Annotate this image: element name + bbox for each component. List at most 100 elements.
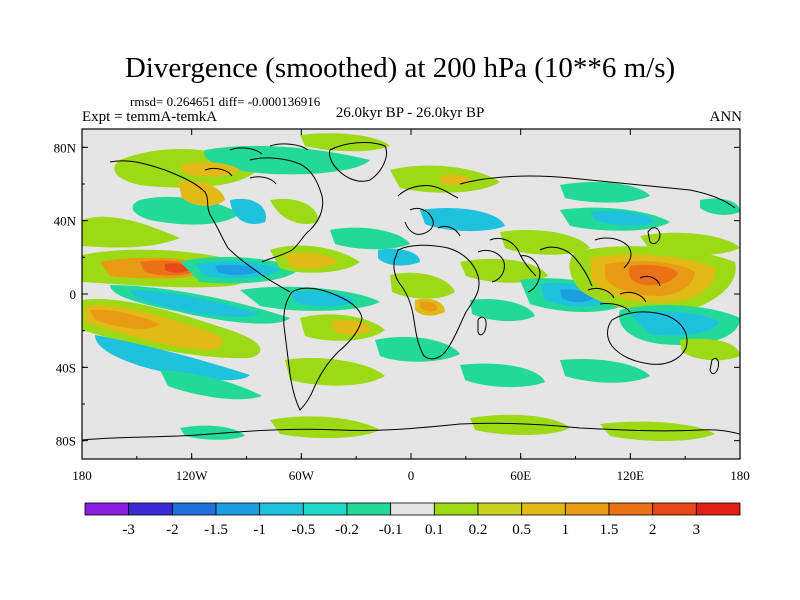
- colorbar-label: 2: [649, 522, 657, 538]
- field-region: [560, 182, 650, 203]
- field-region: [700, 198, 740, 215]
- colorbar-swatch: [390, 502, 435, 516]
- coastline-north-america: [109, 157, 324, 293]
- coastline-greenland: [329, 142, 387, 182]
- field-region: [378, 248, 420, 266]
- colorbar-label: -3: [122, 522, 135, 538]
- field-region: [178, 180, 225, 206]
- field-region: [90, 309, 160, 329]
- colorbar-label: 3: [693, 522, 701, 538]
- coastline-arctic-islands: [204, 143, 309, 185]
- field-region: [680, 338, 740, 361]
- colorbar: -3 -2 -1.5 -1 -0.5 -0.2 -0.1 0.1 0.2 0.5 1 1.5 2 3: [84, 502, 741, 538]
- field-region: [130, 290, 260, 317]
- field-region: [470, 414, 570, 435]
- experiment-label: Expt = temmA-temkA: [82, 109, 218, 125]
- coastline-south-america: [283, 287, 363, 411]
- colorbar-swatch: [302, 502, 348, 516]
- lat-tick-label: 80N: [54, 140, 77, 155]
- colorbar-label: -0.2: [335, 522, 359, 538]
- coastline-antarctica: [82, 422, 740, 441]
- field-region: [215, 264, 258, 275]
- season-label: ANN: [709, 109, 743, 125]
- field-region: [470, 298, 535, 322]
- colorbar-label: -0.5: [291, 522, 315, 538]
- lon-tick-label: 120W: [176, 468, 209, 483]
- coastline-japan: [647, 227, 661, 245]
- lat-tick-label: 0: [70, 287, 77, 302]
- lon-tick-label: 180: [72, 468, 92, 483]
- colorbar-swatch: [695, 502, 741, 516]
- field-region: [500, 229, 590, 255]
- field-region: [290, 290, 355, 307]
- colorbar-swatch: [346, 502, 392, 516]
- field-region: [460, 363, 545, 388]
- field-region: [628, 264, 678, 286]
- field-region: [160, 370, 262, 400]
- colorbar-label: -2: [166, 522, 179, 538]
- field-region: [230, 198, 266, 224]
- field-region: [82, 216, 180, 248]
- field-region: [95, 335, 250, 381]
- colorbar-label: -1.5: [204, 522, 228, 538]
- lat-tick-label: 40S: [56, 360, 76, 375]
- colorbar-swatch: [128, 502, 173, 516]
- coastlines: [82, 142, 740, 441]
- colorbar-swatch: [608, 502, 654, 516]
- colorbar-label: 0.5: [512, 522, 531, 538]
- map-plot: [82, 129, 740, 459]
- colorbar-label: 1.5: [600, 522, 619, 538]
- lat-tick-label: 80S: [56, 434, 76, 449]
- coastline-asia: [459, 175, 736, 287]
- field-region: [330, 320, 372, 335]
- field-region: [600, 421, 715, 441]
- colorbar-swatch: [652, 502, 697, 516]
- field-region: [420, 301, 438, 312]
- colorbar-swatch: [259, 502, 304, 516]
- coastline-maritime: [587, 275, 661, 313]
- lon-tick-label: 60E: [510, 468, 531, 483]
- lat-tick-label: 40N: [54, 214, 77, 229]
- colorbar-label: -0.1: [379, 522, 403, 538]
- field-region: [330, 227, 410, 250]
- colorbar-swatch: [477, 502, 523, 516]
- field-region: [390, 272, 455, 299]
- field-region: [590, 210, 655, 226]
- coastline-europe: [397, 185, 461, 237]
- field-region: [180, 425, 245, 440]
- colorbar-label: 0.2: [469, 522, 488, 538]
- colorbar-label: 0.1: [425, 522, 444, 538]
- map-title: Divergence (smoothed) at 200 hPa (10**6 …: [124, 52, 676, 84]
- field-region: [375, 336, 460, 362]
- colorbar-swatch: [521, 502, 566, 516]
- colorbar-swatch: [215, 502, 261, 516]
- field-region: [285, 357, 385, 386]
- divergence-field: [82, 133, 740, 441]
- colorbar-swatch: [564, 502, 610, 516]
- coastline-africa: [393, 244, 480, 360]
- field-region: [285, 252, 338, 269]
- colorbar-swatch: [84, 502, 130, 516]
- field-region: [300, 133, 390, 152]
- field-region: [270, 416, 380, 439]
- map-axes: 180 120W 60W 0 60E 120E 180 80N 40N 0 40S 80S: [54, 129, 750, 483]
- coastline-new-zealand: [709, 357, 719, 375]
- field-region: [270, 198, 319, 224]
- field-region: [630, 311, 720, 336]
- colorbar-label: 1: [562, 522, 570, 538]
- lon-tick-label: 0: [408, 468, 415, 483]
- coastline-madagascar: [477, 316, 487, 336]
- colorbar-swatch: [433, 502, 479, 516]
- field-region: [560, 358, 650, 383]
- lon-tick-label: 120E: [617, 468, 645, 483]
- coastline-india: [477, 249, 541, 293]
- coastline-australia: [607, 311, 688, 365]
- stats-text: rmsd= 0.264651 diff= -0.000136916: [130, 94, 321, 109]
- colorbar-label: -1: [253, 522, 266, 538]
- lon-tick-label: 180: [730, 468, 750, 483]
- field-region: [180, 162, 240, 177]
- lon-tick-label: 60W: [289, 468, 315, 483]
- colorbar-swatch: [171, 502, 217, 516]
- period-label: 26.0kyr BP - 26.0kyr BP: [335, 105, 485, 121]
